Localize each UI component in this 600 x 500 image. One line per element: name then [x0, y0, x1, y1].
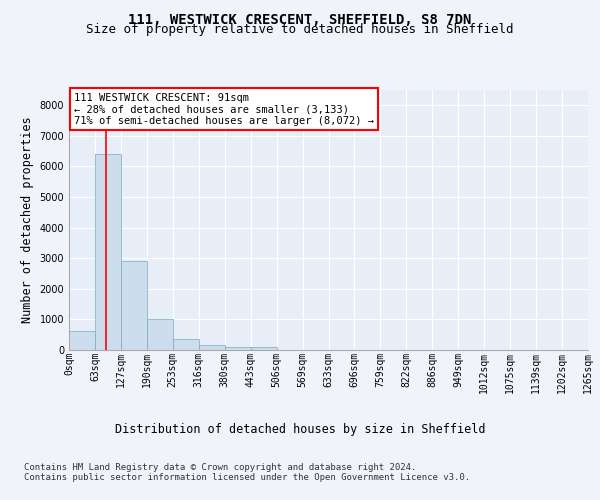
Text: Distribution of detached houses by size in Sheffield: Distribution of detached houses by size … [115, 422, 485, 436]
Bar [147, 320, 173, 350]
Bar [69, 331, 95, 350]
Text: 111, WESTWICK CRESCENT, SHEFFIELD, S8 7DN: 111, WESTWICK CRESCENT, SHEFFIELD, S8 7D… [128, 12, 472, 26]
Text: Contains HM Land Registry data © Crown copyright and database right 2024.
Contai: Contains HM Land Registry data © Crown c… [24, 462, 470, 482]
Bar [199, 344, 224, 350]
Bar [95, 154, 121, 350]
Bar [121, 260, 147, 350]
Bar [251, 347, 277, 350]
Bar [225, 347, 251, 350]
Text: Size of property relative to detached houses in Sheffield: Size of property relative to detached ho… [86, 22, 514, 36]
Text: 111 WESTWICK CRESCENT: 91sqm
← 28% of detached houses are smaller (3,133)
71% of: 111 WESTWICK CRESCENT: 91sqm ← 28% of de… [74, 92, 374, 126]
Y-axis label: Number of detached properties: Number of detached properties [21, 116, 34, 324]
Bar [173, 338, 199, 350]
